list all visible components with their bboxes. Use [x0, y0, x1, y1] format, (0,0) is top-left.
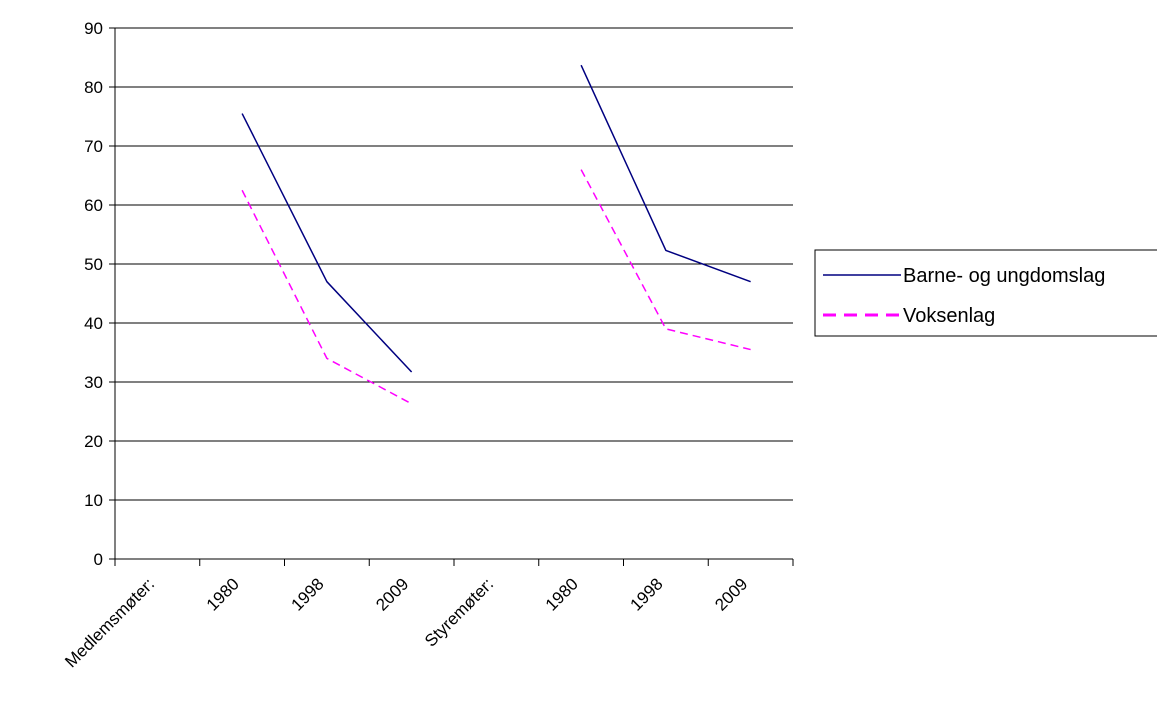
x-tick-label: 2009 [711, 574, 751, 614]
y-tick-label: 30 [84, 373, 103, 392]
y-tick-label: 60 [84, 196, 103, 215]
x-tick-label: 1998 [288, 574, 328, 614]
x-tick-label: Styremøter: [421, 574, 497, 650]
series-line-2 [241, 189, 412, 405]
series-lines [241, 64, 751, 405]
y-tick-label: 40 [84, 314, 103, 333]
legend-label-1: Barne- og ungdomslag [903, 265, 1105, 287]
y-tick-label: 10 [84, 491, 103, 510]
y-tick-label: 90 [84, 19, 103, 38]
axes [114, 28, 793, 560]
y-tick-label: 70 [84, 137, 103, 156]
gridlines [115, 27, 793, 501]
series-line-1 [241, 113, 413, 373]
x-axis-tick-labels: Medlemsmøter: 1980 1998 2009 Styremøter: 1980… [61, 559, 794, 671]
x-tick-label: 1980 [203, 574, 243, 614]
y-tick-label: 80 [84, 78, 103, 97]
x-tick-label: 1980 [542, 574, 582, 614]
x-tick-label: 2009 [372, 574, 412, 614]
legend: Barne- og ungdomslag Voksenlag [814, 249, 1157, 337]
series-line-1 [580, 64, 751, 283]
y-axis-tick-labels: 0 10 20 30 40 50 60 70 80 90 [84, 19, 115, 569]
series-line-2 [580, 169, 751, 351]
x-tick-label: Medlemsmøter: [61, 574, 158, 671]
legend-box [814, 249, 1157, 337]
y-tick-label: 50 [84, 255, 103, 274]
y-tick-label: 0 [94, 550, 103, 569]
x-tick-label: 1998 [627, 574, 667, 614]
legend-label-2: Voksenlag [903, 305, 995, 327]
y-tick-label: 20 [84, 432, 103, 451]
